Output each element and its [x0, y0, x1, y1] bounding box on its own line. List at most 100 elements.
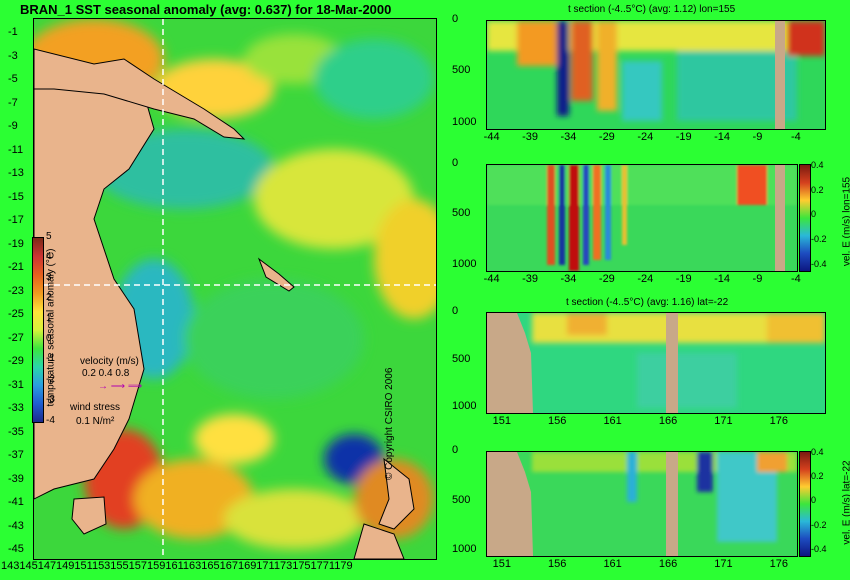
nz-south-land: [353, 523, 405, 559]
lat-tick-label: -17: [8, 214, 24, 226]
velocity-colorbar-tick: -0.4: [811, 543, 827, 554]
lat-tick-label: -35: [8, 425, 24, 438]
depth-tick-label: 1000: [452, 257, 477, 270]
section-x-tick-label: -29: [598, 273, 615, 285]
velocity-colorbar-tick: 0.2: [811, 471, 824, 482]
lat-tick-label: -1: [8, 26, 18, 38]
lat-tick-label: -7: [8, 96, 18, 109]
sst-map-svg: [34, 19, 436, 559]
lat-tick-label: -39: [8, 472, 24, 485]
section-x-tick-label: -19: [675, 273, 692, 285]
panel3-section[interactable]: [486, 312, 826, 414]
panel3-title: t section (-4..5°C) (avg: 1.16) lat=-22: [566, 297, 729, 308]
lat-tick-label: -33: [8, 402, 24, 414]
section-x-tick-label: 166: [658, 415, 678, 427]
lat-tick-label: -41: [8, 496, 24, 508]
section-x-tick-label: -44: [483, 273, 500, 285]
velocity-colorbar-tick: 0.2: [811, 184, 824, 195]
panel4-colorbar: [799, 451, 811, 557]
new-guinea-land: [34, 48, 246, 140]
nz-north-land: [378, 457, 415, 530]
section-x-tick-label: 171: [714, 415, 733, 427]
depth-tick-label: 1000: [452, 115, 477, 128]
section-x-tick-label: -39: [522, 273, 538, 285]
depth-tick-label: 1000: [452, 543, 477, 556]
depth-tick-label: 0: [452, 305, 459, 317]
depth-tick-label: 0: [452, 157, 459, 169]
colorbar-tick-label: -3: [46, 394, 55, 406]
new-caledonia-land: [257, 257, 295, 292]
lat-tick-label: -27: [8, 331, 24, 344]
panel2-colorbar-label: vel. E (m/s) lon=155: [841, 176, 850, 267]
velocity-label: velocity (m/s): [80, 356, 139, 367]
velocity-colorbar-tick: -0.2: [811, 519, 827, 530]
depth-tick-label: 500: [452, 352, 471, 365]
depth-tick-label: 0: [452, 444, 459, 456]
velocity-colorbar-tick: 0.4: [811, 160, 824, 170]
section-x-tick-label: -39: [522, 131, 538, 143]
section-x-tick-label: 151: [492, 558, 511, 570]
section-x-tick-label: 176: [769, 558, 789, 570]
velocity-colorbar-tick: -0.2: [811, 233, 827, 244]
depth-tick-label: 0: [452, 13, 459, 25]
velocity-colorbar-tick: -0.4: [811, 258, 827, 269]
lat-tick-label: -25: [8, 308, 24, 320]
section-x-tick-label: -9: [752, 273, 763, 285]
colorbar-tick-label: 3: [46, 271, 52, 283]
colorbar-tick-label: 2: [46, 292, 52, 304]
section-x-tick-label: 161: [603, 415, 622, 427]
colorbar-tick-label: 0: [46, 333, 52, 344]
section-x-tick-label: -24: [637, 131, 654, 143]
lon-axis-labels: 1431451471491511531551571591611631651671…: [1, 560, 353, 572]
lat-tick-label: -5: [8, 73, 18, 85]
section-x-tick-label: -4: [790, 273, 801, 285]
panel2-section[interactable]: [486, 164, 798, 272]
section-x-tick-label: -4: [790, 131, 801, 143]
lat-tick-label: -29: [8, 355, 24, 367]
section-x-tick-label: -29: [598, 131, 615, 143]
copyright: © Copyright CSIRO 2006: [384, 367, 395, 480]
section-x-tick-label: -14: [714, 273, 731, 285]
map-title: BRAN_1 SST seasonal anomaly (avg: 0.637)…: [20, 2, 392, 17]
lat-tick-label: -9: [8, 120, 18, 132]
panel1-section[interactable]: [486, 20, 826, 130]
sst-map[interactable]: [33, 18, 437, 560]
section-x-tick-label: 151: [492, 415, 511, 427]
lat-tick-label: -3: [8, 49, 18, 62]
colorbar-tick-label: 4: [46, 251, 52, 263]
colorbar-label: temperature seasonal anomaly (°C): [45, 248, 57, 407]
section-x-tick-label: 171: [714, 558, 733, 570]
colorbar-tick-label: 5: [46, 231, 52, 242]
section-x-tick-label: -34: [560, 131, 577, 143]
velocity-values: 0.2 0.4 0.8: [82, 368, 130, 379]
section-x-tick-label: 176: [769, 415, 789, 427]
depth-tick-label: 500: [452, 64, 471, 77]
velocity-colorbar-tick: 0: [811, 495, 817, 506]
lat-tick-label: -31: [8, 378, 24, 391]
section-x-tick-label: -24: [637, 273, 654, 285]
section-x-tick-label: -19: [675, 131, 692, 143]
lat-tick-label: -23: [8, 284, 24, 297]
velocity-colorbar-tick: 0: [811, 209, 817, 220]
lat-tick-label: -45: [8, 543, 24, 555]
velocity-colorbar-tick: 0.4: [811, 447, 824, 457]
panel2-colorbar: [799, 164, 811, 272]
section-x-tick-label: 156: [548, 415, 567, 427]
depth-tick-label: 500: [452, 207, 471, 220]
lat-tick-label: -15: [8, 190, 24, 203]
velocity-arrows-icon: → ⟶ ⟹: [98, 381, 143, 392]
map-colorbar: [32, 237, 44, 423]
tasmania-land: [71, 496, 107, 535]
colorbar-tick-label: 1: [46, 312, 52, 324]
lat-tick-label: -43: [8, 519, 24, 532]
wind-stress-label: wind stress: [70, 402, 121, 413]
colorbar-tick-label: -1: [46, 353, 55, 365]
lat-tick-label: -11: [8, 143, 24, 156]
panel4-colorbar-label: vel. E (m/s) lat=-22: [841, 460, 850, 545]
section-x-tick-label: 166: [658, 558, 678, 570]
lat-tick-label: -19: [8, 237, 24, 250]
colorbar-tick-label: -4: [46, 414, 55, 426]
panel4-section[interactable]: [486, 451, 798, 557]
section-x-tick-label: -34: [560, 273, 577, 285]
section-x-tick-label: -44: [483, 131, 500, 143]
